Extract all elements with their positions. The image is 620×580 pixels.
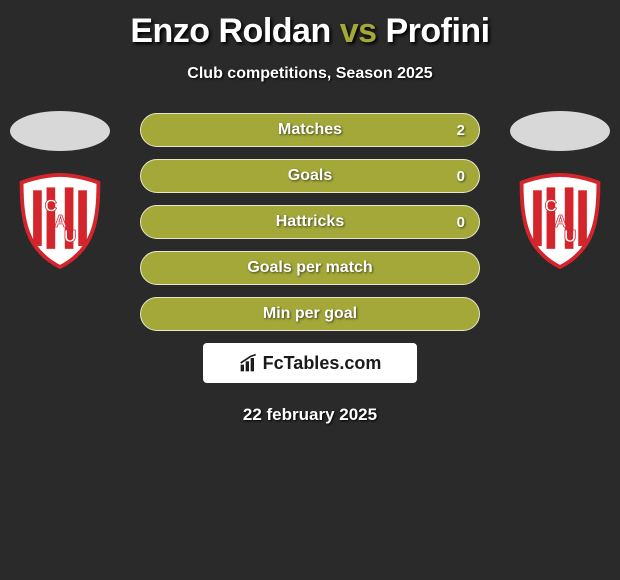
page-title: Enzo Roldan vs Profini: [0, 0, 620, 51]
branding-badge: FcTables.com: [203, 343, 417, 383]
stat-label: Matches: [278, 121, 342, 139]
player2-placeholder: [510, 111, 610, 151]
player1-name: Enzo Roldan: [130, 12, 330, 50]
stat-row: Goals 0: [140, 159, 480, 193]
vs-separator: vs: [340, 12, 377, 50]
stat-label: Hattricks: [276, 213, 344, 231]
chart-icon: [239, 353, 259, 373]
svg-text:U: U: [564, 226, 576, 246]
stat-row: Goals per match: [140, 251, 480, 285]
player2-name: Profini: [385, 12, 489, 50]
stat-row: Hattricks 0: [140, 205, 480, 239]
stats-list: Matches 2 Goals 0 Hattricks 0 Goals per …: [140, 113, 480, 331]
stat-value: 2: [457, 122, 465, 139]
player1-club-badge: C A U: [12, 173, 108, 269]
subtitle: Club competitions, Season 2025: [0, 65, 620, 83]
stat-label: Min per goal: [263, 305, 357, 323]
shield-icon: C A U: [512, 173, 608, 269]
player2-club-badge: C A U: [512, 173, 608, 269]
stat-label: Goals per match: [247, 259, 372, 277]
stat-label: Goals: [288, 167, 332, 185]
stat-row: Matches 2: [140, 113, 480, 147]
stat-row: Min per goal: [140, 297, 480, 331]
svg-text:U: U: [64, 226, 76, 246]
player1-placeholder: [10, 111, 110, 151]
stat-value: 0: [457, 168, 465, 185]
branding-text: FcTables.com: [263, 353, 382, 374]
shield-icon: C A U: [12, 173, 108, 269]
comparison-content: C A U C A U Matches 2 Goals 0 Hattricks …: [0, 113, 620, 425]
date-label: 22 february 2025: [0, 405, 620, 425]
stat-value: 0: [457, 214, 465, 231]
